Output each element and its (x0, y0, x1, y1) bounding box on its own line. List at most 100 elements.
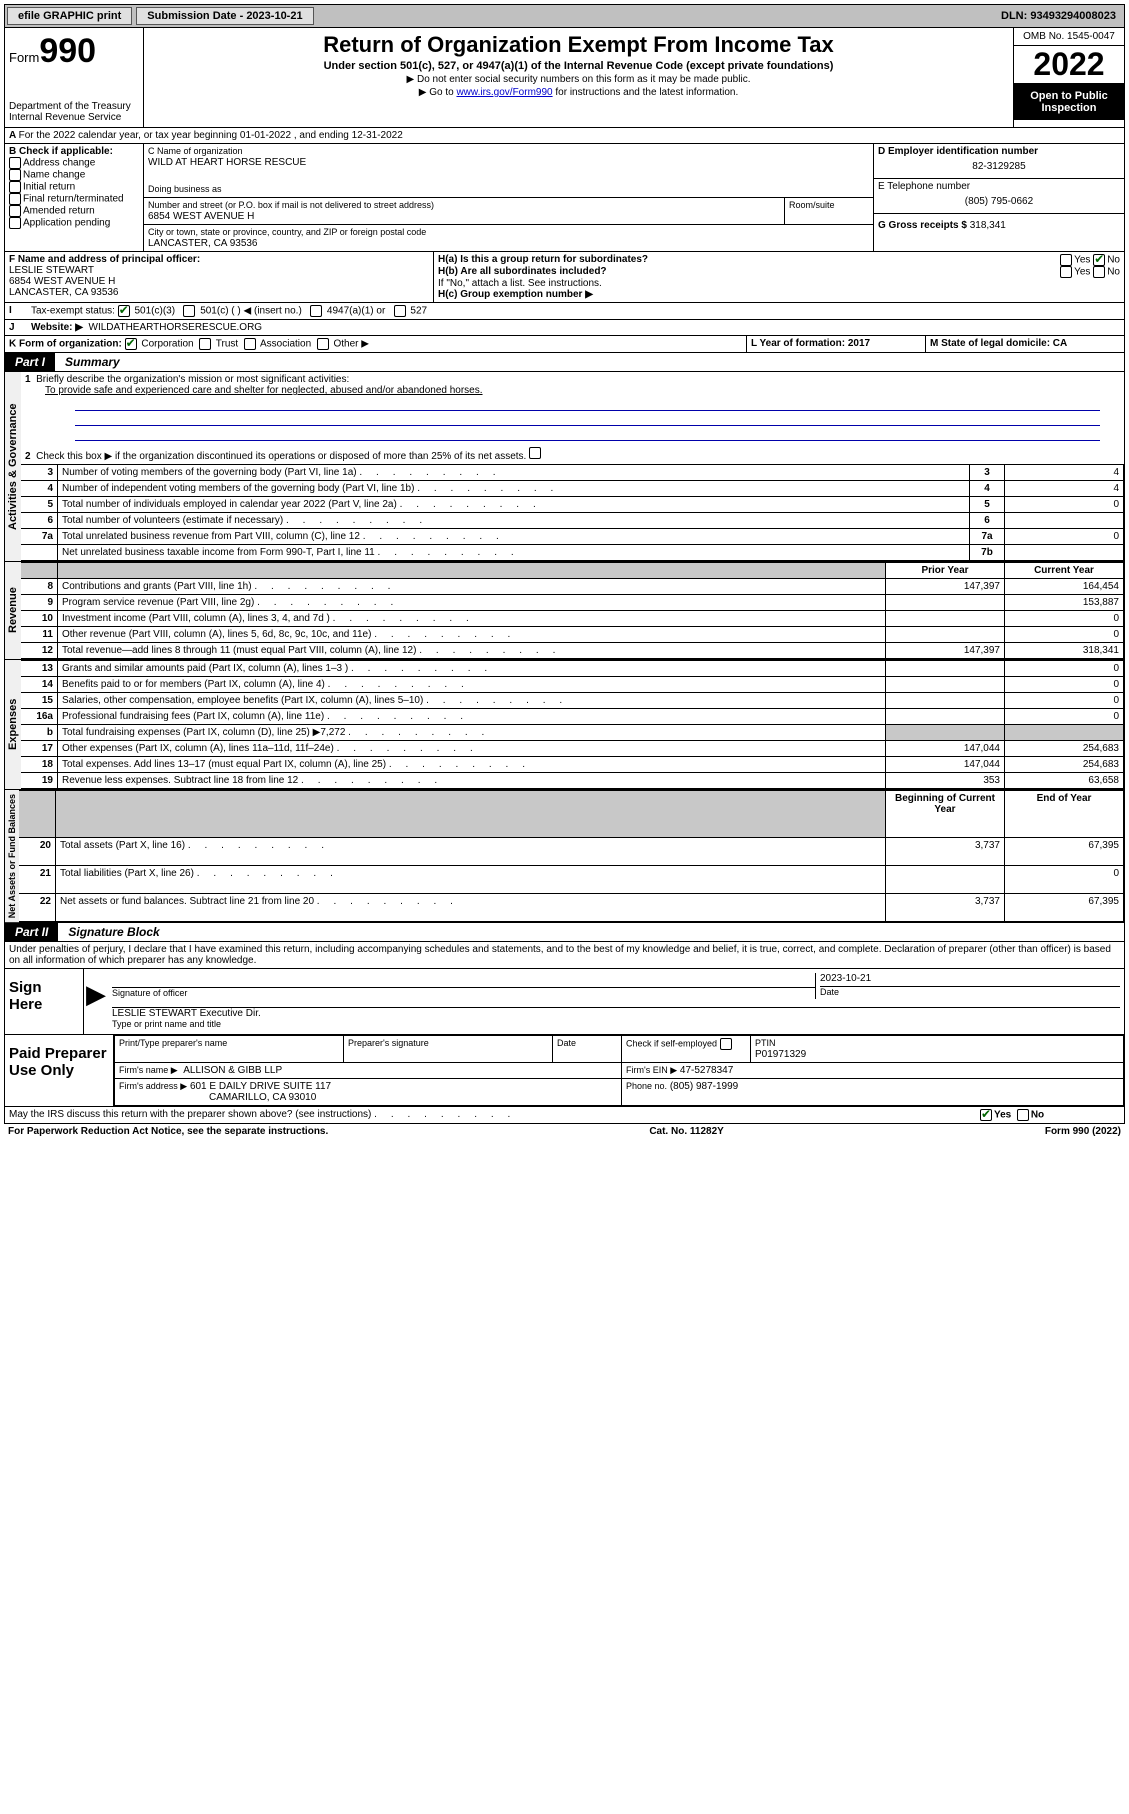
form-number: Form990 (9, 32, 139, 71)
revenue-table: Prior Year Current Year8 Contributions a… (21, 562, 1124, 659)
efile-button[interactable]: efile GRAPHIC print (7, 7, 132, 25)
header-note-2: ▶ Go to www.irs.gov/Form990 for instruct… (148, 87, 1009, 98)
org-name: WILD AT HEART HORSE RESCUE (148, 157, 306, 168)
part2-header: Part II Signature Block (4, 923, 1125, 942)
chk-app-pending[interactable] (9, 217, 21, 229)
chk-name-change[interactable] (9, 169, 21, 181)
chk-527[interactable] (394, 305, 406, 317)
state-domicile: M State of legal domicile: CA (930, 338, 1067, 349)
city-state-zip: LANCASTER, CA 93536 (148, 238, 258, 249)
form-title: Return of Organization Exempt From Incom… (148, 32, 1009, 58)
addr-label: Number and street (or P.O. box if mail i… (148, 200, 434, 210)
pra-notice: For Paperwork Reduction Act Notice, see … (8, 1126, 328, 1137)
top-bar: efile GRAPHIC print Submission Date - 20… (4, 4, 1125, 28)
irs-label: Internal Revenue Service (9, 112, 139, 123)
chk-hb-yes[interactable] (1060, 266, 1072, 278)
f-label: F Name and address of principal officer: (9, 254, 200, 265)
chk-hb-no[interactable] (1093, 266, 1105, 278)
chk-address-change[interactable] (9, 157, 21, 169)
type-name-label: Type or print name and title (112, 1019, 221, 1029)
dba-label: Doing business as (148, 184, 222, 194)
form-ref: Form 990 (2022) (1045, 1126, 1121, 1137)
expenses-table: 13 Grants and similar amounts paid (Part… (21, 660, 1124, 789)
perjury-text: Under penalties of perjury, I declare th… (4, 942, 1125, 969)
city-label: City or town, state or province, country… (148, 227, 426, 237)
form-header: Form990 Department of the Treasury Inter… (4, 28, 1125, 128)
hc-label: H(c) Group exemption number ▶ (438, 289, 593, 300)
part1-header: Part I Summary (4, 353, 1125, 372)
date-label: Date (820, 987, 839, 997)
page-footer: For Paperwork Reduction Act Notice, see … (4, 1124, 1125, 1139)
dept-label: Department of the Treasury (9, 101, 139, 112)
form-subtitle: Under section 501(c), 527, or 4947(a)(1)… (148, 60, 1009, 72)
street-address: 6854 WEST AVENUE H (148, 211, 254, 222)
chk-discuss-yes[interactable] (980, 1109, 992, 1121)
gross-receipts: 318,341 (970, 220, 1006, 231)
side-netassets: Net Assets or Fund Balances (5, 790, 19, 922)
firm-phone: (805) 987-1999 (670, 1081, 738, 1092)
firm-name: ALLISON & GIBB LLP (183, 1065, 282, 1076)
irs-link[interactable]: www.irs.gov/Form990 (456, 87, 552, 98)
e-label: E Telephone number (878, 181, 1120, 192)
block-i: I Tax-exempt status: 501(c)(3) 501(c) ( … (4, 303, 1125, 320)
tax-year: 2022 (1014, 46, 1124, 84)
firm-addr1: 601 E DAILY DRIVE SUITE 117 (190, 1081, 331, 1092)
open-to-public: Open to Public Inspection (1014, 84, 1124, 120)
firm-addr2: CAMARILLO, CA 93010 (209, 1092, 316, 1103)
chk-ha-yes[interactable] (1060, 254, 1072, 266)
paid-preparer-label: Paid Preparer Use Only (5, 1035, 114, 1106)
omb-number: OMB No. 1545-0047 (1014, 28, 1124, 46)
chk-final-return[interactable] (9, 193, 21, 205)
chk-self-employed[interactable] (720, 1038, 732, 1050)
chk-initial-return[interactable] (9, 181, 21, 193)
side-revenue: Revenue (5, 562, 21, 659)
officer-name: LESLIE STEWART (9, 265, 94, 276)
netassets-table: Beginning of Current Year End of Year20 … (19, 790, 1124, 922)
chk-501c[interactable] (183, 305, 195, 317)
chk-4947[interactable] (310, 305, 322, 317)
sign-here-block: Sign Here ▶ Signature of officer 2023-10… (4, 969, 1125, 1035)
block-j: J Website: ▶ WILDATHEARTHORSERESCUE.ORG (4, 320, 1125, 336)
chk-amended[interactable] (9, 205, 21, 217)
chk-corp[interactable] (125, 338, 137, 350)
governance-table: 3 Number of voting members of the govern… (21, 464, 1124, 561)
year-formation: L Year of formation: 2017 (751, 338, 870, 349)
sig-date: 2023-10-21 (820, 973, 1120, 984)
ptin: P01971329 (755, 1049, 806, 1060)
officer-addr1: 6854 WEST AVENUE H (9, 276, 115, 287)
chk-assoc[interactable] (244, 338, 256, 350)
dln-label: DLN: 93493294008023 (1001, 10, 1122, 22)
officer-addr2: LANCASTER, CA 93536 (9, 287, 119, 298)
d-label: D Employer identification number (878, 146, 1120, 157)
side-governance: Activities & Governance (5, 372, 21, 561)
chk-trust[interactable] (199, 338, 211, 350)
room-label: Room/suite (789, 200, 835, 210)
cat-no: Cat. No. 11282Y (649, 1126, 723, 1137)
hb-note: If "No," attach a list. See instructions… (438, 278, 1120, 289)
telephone: (805) 795-0662 (878, 192, 1120, 211)
arrow-icon: ▶ (84, 969, 108, 1034)
header-note-1: ▶ Do not enter social security numbers o… (148, 74, 1009, 85)
officer-sig-label: Signature of officer (112, 988, 187, 998)
submission-date-button[interactable]: Submission Date - 2023-10-21 (136, 7, 313, 25)
ein: 82-3129285 (878, 157, 1120, 176)
q1: Briefly describe the organization's miss… (36, 374, 349, 385)
chk-501c3[interactable] (118, 305, 130, 317)
firm-ein: 47-5278347 (680, 1065, 733, 1076)
chk-other[interactable] (317, 338, 329, 350)
g-label: G Gross receipts $ (878, 220, 967, 231)
chk-discontinued[interactable] (529, 447, 541, 459)
line-a: A For the 2022 calendar year, or tax yea… (4, 128, 1125, 144)
discuss-row: May the IRS discuss this return with the… (4, 1107, 1125, 1124)
b-label: B Check if applicable: (9, 146, 139, 157)
c-name-label: C Name of organization (148, 146, 243, 156)
chk-ha-no[interactable] (1093, 254, 1105, 266)
side-expenses: Expenses (5, 660, 21, 789)
chk-discuss-no[interactable] (1017, 1109, 1029, 1121)
block-fh: F Name and address of principal officer:… (4, 252, 1125, 303)
website: WILDATHEARTHORSERESCUE.ORG (89, 322, 263, 333)
block-bcdefg: B Check if applicable: Address change Na… (4, 144, 1125, 252)
mission-text: To provide safe and experienced care and… (45, 385, 483, 396)
paid-preparer-block: Paid Preparer Use Only Print/Type prepar… (4, 1035, 1125, 1107)
officer-typed-name: LESLIE STEWART Executive Dir. (112, 1008, 261, 1019)
